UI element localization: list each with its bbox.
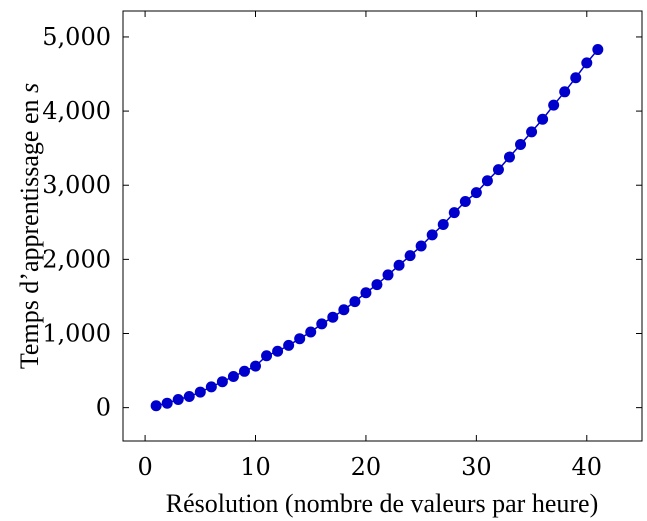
- data-point: [316, 318, 328, 330]
- series-layer: [150, 44, 604, 412]
- data-point: [382, 269, 394, 281]
- x-tick-label: 20: [351, 453, 382, 481]
- x-tick-label: 0: [137, 453, 152, 481]
- data-point: [526, 126, 538, 138]
- data-point: [570, 72, 582, 84]
- data-point: [437, 219, 449, 231]
- data-point: [161, 397, 173, 409]
- x-tick-label: 40: [572, 453, 603, 481]
- data-point: [349, 296, 361, 308]
- data-point: [283, 339, 295, 351]
- x-axis-ticks: 0 10 20 30 40: [137, 11, 602, 481]
- data-point: [481, 175, 493, 187]
- y-tick-label: 0: [96, 394, 111, 422]
- data-point: [503, 151, 515, 163]
- data-point: [448, 207, 460, 219]
- data-point: [581, 57, 593, 69]
- data-point: [360, 287, 372, 299]
- data-point: [194, 386, 206, 398]
- y-tick-label: 3,000: [42, 171, 111, 199]
- data-point: [183, 391, 195, 403]
- data-point: [515, 138, 527, 150]
- y-axis-ticks: 0 1,000 2,000 3,000 4,000 5,000: [42, 23, 642, 422]
- data-point: [172, 393, 184, 405]
- data-point: [250, 360, 262, 372]
- data-point: [415, 240, 427, 252]
- y-tick-label: 2,000: [42, 245, 111, 273]
- data-point: [150, 400, 162, 412]
- data-point: [227, 371, 239, 382]
- y-tick-label: 4,000: [42, 97, 111, 125]
- data-point: [459, 196, 471, 208]
- series-line: [155, 49, 599, 407]
- data-point: [492, 164, 504, 176]
- data-point: [371, 279, 383, 291]
- data-point: [338, 304, 350, 316]
- data-point: [327, 311, 339, 323]
- data-point: [393, 259, 405, 271]
- y-axis-label-text: Temps d’apprentissage en: [15, 93, 44, 369]
- data-point: [470, 187, 482, 199]
- data-point: [426, 229, 438, 241]
- data-point: [404, 250, 416, 262]
- data-point: [294, 333, 306, 345]
- data-point: [592, 44, 604, 56]
- data-point: [537, 113, 549, 125]
- plot-frame: [122, 10, 643, 442]
- y-axis-label-var: s: [15, 83, 44, 93]
- data-point: [238, 365, 250, 377]
- data-point: [559, 86, 571, 98]
- y-tick-label: 1,000: [42, 320, 111, 348]
- y-tick-label: 5,000: [42, 23, 111, 51]
- y-axis-label: Temps d’apprentissage en s: [15, 83, 44, 369]
- x-tick-label: 30: [461, 453, 492, 481]
- data-point: [272, 345, 284, 357]
- data-point: [205, 381, 217, 393]
- data-point: [305, 326, 317, 338]
- data-point: [261, 350, 273, 362]
- data-point: [216, 376, 228, 388]
- x-axis-label: Résolution (nombre de valeurs par heure): [166, 489, 598, 518]
- x-tick-label: 10: [240, 453, 271, 481]
- data-point: [548, 99, 560, 111]
